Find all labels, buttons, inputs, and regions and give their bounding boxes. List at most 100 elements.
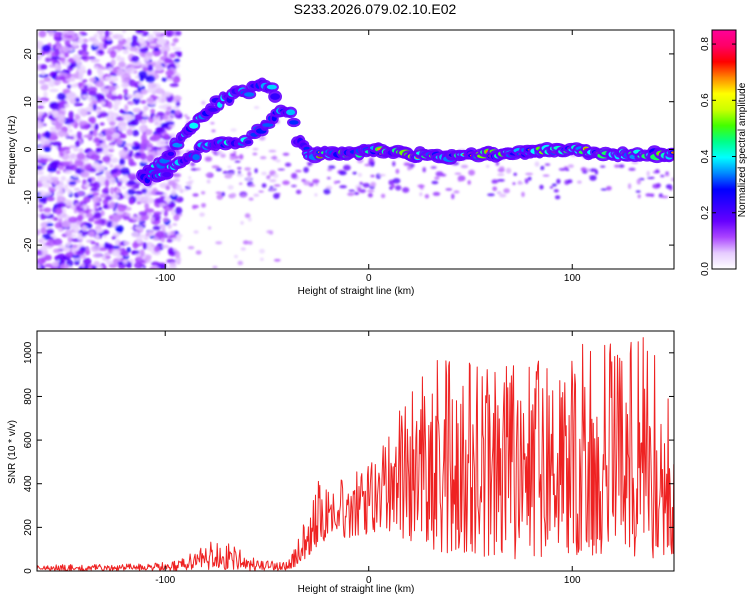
heatmap-blob: [230, 192, 237, 198]
heatmap-blob: [40, 84, 49, 91]
heatmap-blob: [172, 38, 179, 43]
heatmap-blob: [61, 46, 70, 53]
heatmap-blob: [169, 53, 176, 59]
heatmap-blob: [513, 172, 517, 176]
heatmap-blob: [166, 231, 171, 237]
heatmap-blob: [51, 162, 59, 170]
heatmap-blob: [185, 181, 193, 185]
heatmap-blob: [95, 265, 104, 269]
heatmap-blob: [131, 231, 140, 238]
track-core: [192, 154, 200, 161]
heatmap-blob: [102, 265, 107, 269]
heatmap-blob: [239, 182, 243, 185]
heatmap-blob: [80, 88, 89, 93]
heatmap-blob: [132, 129, 140, 137]
heatmap-blob: [136, 236, 143, 244]
heatmap-blob: [169, 230, 176, 236]
heatmap-blob: [347, 192, 355, 196]
heatmap-blob: [171, 47, 182, 51]
heatmap-blob: [407, 165, 411, 171]
heatmap-blob: [166, 78, 173, 82]
heatmap-blob: [53, 248, 61, 254]
heatmap-blob: [54, 63, 60, 69]
heatmap-blob: [268, 149, 277, 153]
heatmap-blob: [664, 173, 670, 177]
heatmap-blob: [42, 181, 51, 188]
heatmap-blob: [637, 194, 641, 199]
heatmap-blob: [104, 252, 111, 257]
heatmap-blob: [113, 99, 122, 106]
heatmap-blob: [83, 257, 92, 266]
heatmap-blob: [94, 80, 105, 88]
heatmap-blob: [70, 205, 76, 210]
heatmap-blob: [174, 206, 183, 215]
heatmap-blob: [68, 216, 78, 223]
heatmap-blob: [102, 198, 109, 206]
heatmap-blob: [167, 180, 176, 186]
heatmap-blob: [248, 197, 254, 201]
heatmap-blob: [130, 41, 137, 48]
heatmap-blob: [272, 173, 279, 179]
heatmap-blob: [99, 144, 110, 148]
heatmap-blob: [499, 193, 507, 198]
track-core: [208, 107, 219, 112]
y-tick-label: 20: [23, 48, 34, 60]
heatmap-blob: [138, 82, 144, 88]
heatmap-blob: [147, 150, 157, 156]
heatmap-blob: [261, 171, 267, 176]
heatmap-blob: [131, 55, 140, 63]
heatmap-blob: [93, 219, 102, 225]
heatmap-blob: [670, 177, 674, 182]
heatmap-blob: [260, 257, 264, 261]
heatmap-blob: [118, 61, 126, 68]
heatmap-blob: [111, 69, 118, 74]
heatmap-blob: [123, 88, 128, 94]
heatmap-blob: [552, 183, 557, 187]
track-core: [172, 142, 183, 148]
heatmap-blob: [143, 67, 149, 72]
figure-title: S233.2026.079.02.10.E02: [294, 1, 457, 17]
heatmap-blob: [157, 95, 167, 104]
heatmap-blob: [90, 58, 100, 63]
heatmap-blob: [269, 179, 277, 183]
heatmap-blob: [132, 107, 142, 113]
heatmap-blob: [153, 245, 160, 253]
heatmap-blob: [165, 70, 175, 77]
heatmap-blob: [122, 49, 129, 54]
heatmap-blob: [52, 180, 58, 185]
heatmap-blob: [171, 62, 176, 68]
heatmap-blob: [103, 42, 108, 49]
y-tick-label: 600: [23, 431, 34, 448]
heatmap-blob: [78, 73, 84, 81]
heatmap-blob: [53, 217, 59, 221]
heatmap-blob: [143, 57, 150, 63]
heatmap-blob: [146, 154, 155, 163]
y-tick-label: 1000: [23, 341, 34, 364]
heatmap-blob: [343, 164, 351, 171]
heatmap-blob: [121, 73, 131, 82]
heatmap-blob: [119, 158, 125, 166]
colorbar-label: Normalized spectral amplitude: [737, 82, 748, 217]
heatmap-blob: [100, 182, 105, 187]
heatmap-blob: [63, 52, 69, 58]
heatmap-blob: [82, 47, 87, 53]
heatmap-blob: [253, 106, 260, 109]
heatmap-blob: [174, 109, 181, 115]
heatmap-blob: [669, 186, 673, 191]
heatmap-blob: [85, 106, 92, 112]
heatmap-blob: [206, 179, 211, 184]
heatmap-blob: [599, 165, 606, 168]
heatmap-blob: [88, 217, 95, 222]
heatmap-blob: [141, 188, 148, 194]
heatmap-blob: [74, 160, 84, 167]
heatmap-blob: [108, 101, 113, 109]
heatmap-blob: [215, 241, 223, 245]
heatmap-blob: [234, 160, 241, 163]
heatmap-blob: [146, 38, 155, 43]
heatmap-blob: [69, 63, 75, 69]
heatmap-blob: [133, 190, 143, 195]
y-tick-label: 800: [23, 388, 34, 405]
heatmap-blob: [192, 193, 199, 197]
heatmap-blob: [39, 237, 46, 245]
